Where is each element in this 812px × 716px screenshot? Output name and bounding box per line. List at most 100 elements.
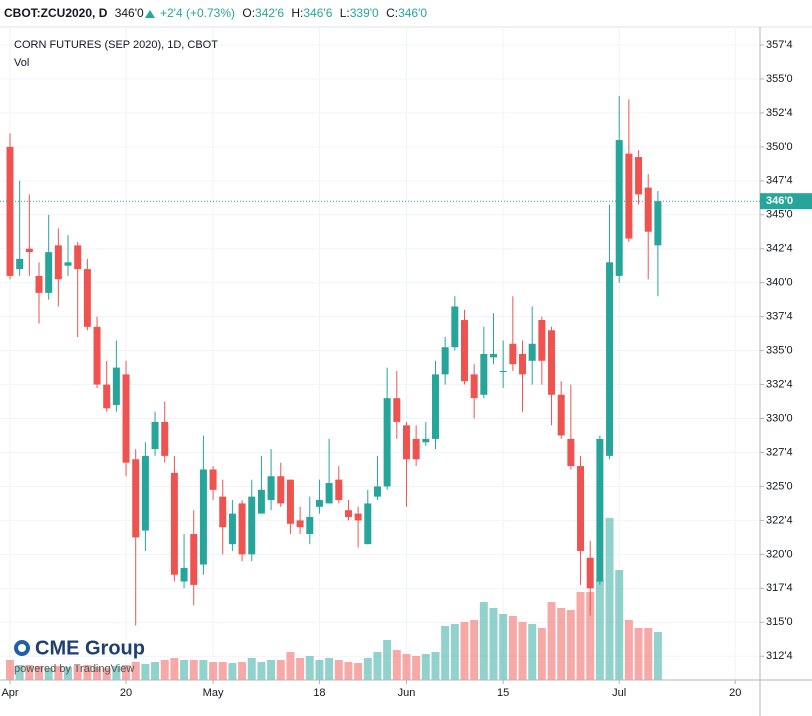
volume-bar xyxy=(64,667,73,680)
volume-bar xyxy=(180,660,189,680)
volume-bar xyxy=(276,660,285,680)
candle-body xyxy=(74,245,82,270)
candle-body xyxy=(615,140,623,276)
y-tick-label: 320'0 xyxy=(766,548,793,560)
y-tick-label: 352'4 xyxy=(766,107,793,119)
volume-bar xyxy=(228,663,237,680)
volume-bar xyxy=(537,628,546,680)
y-tick-label: 347'4 xyxy=(766,175,793,187)
candle-body xyxy=(286,479,294,524)
volume-bar xyxy=(450,624,459,680)
candle-body xyxy=(16,258,24,270)
volume-bar xyxy=(151,662,160,680)
symbol: CBOT:ZCU2020, D xyxy=(4,6,108,20)
candle-body xyxy=(54,245,62,280)
candle-body xyxy=(644,187,652,232)
volume-bar xyxy=(189,660,198,680)
volume-bar xyxy=(54,666,63,680)
volume-bar xyxy=(595,580,604,680)
volume-bar xyxy=(547,602,556,680)
ohlc-label: O: xyxy=(242,6,255,20)
logo-icon xyxy=(18,644,26,652)
x-tick-label: Jul xyxy=(612,687,626,699)
candle-body xyxy=(315,500,323,507)
candle-body xyxy=(373,486,381,497)
ohlc-label: H: xyxy=(291,6,303,20)
candle-body xyxy=(393,398,401,422)
candle-body xyxy=(577,466,585,551)
volume-legend: Vol xyxy=(14,57,29,69)
credit: powered by TradingView xyxy=(14,663,134,675)
candle-body xyxy=(499,370,507,372)
chart-title: CORN FUTURES (SEP 2020), 1D, CBOT xyxy=(14,39,218,51)
y-tick-label: 355'0 xyxy=(766,73,793,85)
candle-body xyxy=(460,320,468,382)
volume-bar xyxy=(460,622,469,680)
y-tick-label: 337'4 xyxy=(766,311,793,323)
volume-bar xyxy=(499,614,508,680)
header: CBOT:ZCU2020, D 346'0 xyxy=(4,6,144,20)
volume-bar xyxy=(141,664,150,680)
volume-bar xyxy=(624,620,633,680)
volume-bar xyxy=(286,652,295,680)
candle-body xyxy=(354,513,362,521)
ohlc-label: C: xyxy=(386,6,398,20)
y-tick-label: 312'4 xyxy=(766,650,793,662)
volume-bar xyxy=(170,658,179,680)
volume-bar xyxy=(383,640,392,680)
candle-body xyxy=(586,557,594,589)
volume-bar xyxy=(421,654,430,680)
candle-body xyxy=(141,455,149,531)
volume-bar xyxy=(218,662,227,680)
y-tick-label: 357'4 xyxy=(766,39,793,51)
candle-body xyxy=(344,510,352,517)
candle-body xyxy=(277,476,285,504)
candle-body xyxy=(93,326,101,385)
volume-bar xyxy=(363,658,372,680)
candle-body xyxy=(132,459,140,538)
candle-body xyxy=(64,262,72,266)
y-tick-label: 332'4 xyxy=(766,378,793,390)
x-tick-label: 15 xyxy=(497,687,509,699)
volume-bar xyxy=(557,608,566,680)
candle-body xyxy=(509,343,517,365)
up-arrow-icon xyxy=(145,10,155,18)
y-tick-label: 317'4 xyxy=(766,582,793,594)
volume-bar xyxy=(93,667,102,680)
x-tick-label: Apr xyxy=(1,687,18,699)
candle-body xyxy=(209,469,217,490)
volume-bar xyxy=(470,620,479,680)
candle-body xyxy=(451,306,459,348)
candle-body xyxy=(538,320,546,361)
candle-body xyxy=(45,252,53,293)
volume-bar xyxy=(25,665,34,680)
ohlc-value: 342'6 xyxy=(255,6,284,20)
volume-bar xyxy=(605,518,614,680)
y-tick-label: 335'0 xyxy=(766,345,793,357)
x-tick-label: Jun xyxy=(398,687,416,699)
candle-body xyxy=(151,421,159,450)
candle-body xyxy=(431,374,439,439)
candle-body xyxy=(296,520,304,528)
candle-body xyxy=(441,347,449,375)
candle-body xyxy=(112,367,120,405)
candle-body xyxy=(306,517,314,534)
candle-body xyxy=(557,394,565,436)
volume-bar xyxy=(431,652,440,680)
volume-bar xyxy=(479,602,488,680)
volume-bar xyxy=(644,628,653,680)
candle-layer xyxy=(6,95,662,626)
volume-bar xyxy=(6,660,14,680)
candle-body xyxy=(528,343,536,361)
brand: CME Group xyxy=(35,637,145,659)
volume-bar xyxy=(102,668,111,680)
candle-body xyxy=(480,354,488,395)
volume-bar xyxy=(247,658,256,680)
volume-bar xyxy=(518,622,527,680)
volume-bar xyxy=(112,666,121,680)
candle-body xyxy=(6,146,14,276)
volume-bar xyxy=(296,658,305,680)
volume-bar xyxy=(373,652,382,680)
volume-bar xyxy=(325,658,334,680)
